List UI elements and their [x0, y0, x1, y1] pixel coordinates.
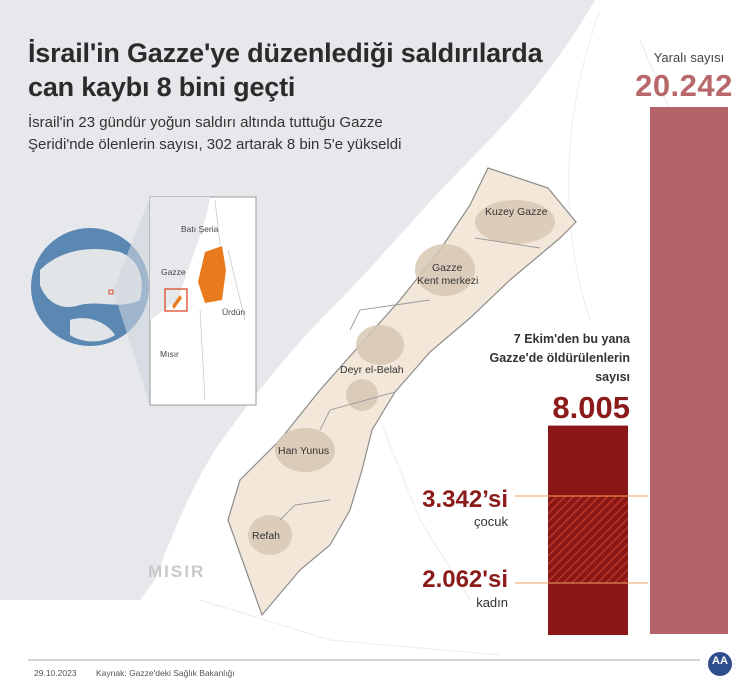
- chart-title: İsrail'in Gazze'ye düzenlediği saldırıla…: [28, 36, 588, 104]
- injured-value-label: 20.242: [635, 68, 733, 103]
- aa-logo: AA: [712, 655, 728, 667]
- region-gazze: Gazze: [432, 262, 463, 274]
- child-category-label: çocuk: [474, 514, 508, 529]
- chart-subtitle: İsrail'in 23 gündür yoğun saldırı altınd…: [28, 112, 468, 156]
- killed-value-label: 8.005: [552, 390, 630, 425]
- region-kent-merkezi: Kent merkezi: [417, 275, 479, 287]
- region-kuzey-gazze: Kuzey Gazze: [485, 206, 548, 218]
- woman-value-label: 2.062'si: [422, 566, 508, 593]
- inset-label-urdun: Ürdün: [222, 307, 246, 317]
- child-value-label: 3.342’si: [422, 486, 508, 513]
- woman-category-label: kadın: [476, 595, 508, 610]
- woman-segment: [548, 583, 628, 635]
- killed-category-label: 7 Ekim'den bu yana Gazze'de öldürülenler…: [440, 330, 631, 387]
- title-line-2: can kaybı 8 bini geçti: [28, 72, 296, 102]
- country-label-misir: MISIR: [148, 562, 206, 581]
- subtitle-line-1: İsrail'in 23 gündür yoğun saldırı altınd…: [28, 114, 383, 131]
- inset-label-bati-seria: Batı Şeria: [181, 224, 219, 234]
- inset-label-gazze: Gazze: [161, 267, 186, 277]
- injured-bar: [650, 107, 728, 634]
- killed-label-line-3: sayısı: [595, 370, 630, 384]
- region-han-yunus: Han Yunus: [278, 445, 330, 457]
- region-refah: Refah: [252, 530, 281, 542]
- footer-source: Kaynak: Gazze'deki Sağlık Bakanlığı: [96, 668, 235, 678]
- child-segment: [548, 496, 628, 583]
- footer-date: 29.10.2023: [34, 668, 77, 678]
- inset-label-misir: Mısır: [160, 349, 179, 359]
- killed-label-line-2: Gazze'de öldürülenlerin: [489, 351, 631, 365]
- injured-category-label: Yaralı sayısı: [653, 50, 725, 65]
- title-line-1: İsrail'in Gazze'ye düzenlediği saldırıla…: [28, 38, 543, 68]
- subtitle-line-2: Şeridi'nde ölenlerin sayısı, 302 artarak…: [28, 136, 402, 153]
- region-deyr-el-belah: Deyr el-Belah: [340, 364, 404, 376]
- killed-label-line-1: 7 Ekim'den bu yana: [513, 332, 630, 346]
